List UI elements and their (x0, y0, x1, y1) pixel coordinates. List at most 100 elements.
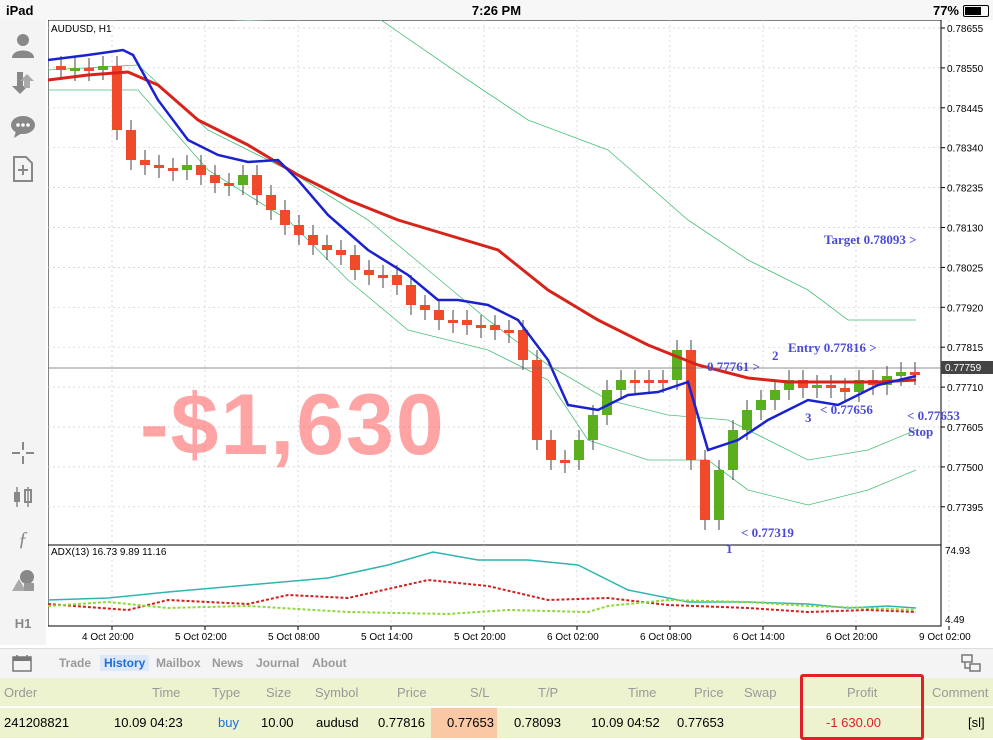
time-tick-label: 6 Oct 02:00 (547, 632, 599, 643)
candle-body (210, 175, 220, 183)
price-tick-label: 0.78235 (947, 184, 984, 195)
candle-body (756, 400, 766, 410)
layout-toggle-icon[interactable] (961, 654, 981, 677)
candle-body (322, 245, 332, 250)
candle-body (812, 385, 822, 388)
candlestick-icon[interactable] (8, 482, 38, 512)
time-tick-label: 6 Oct 14:00 (733, 632, 785, 643)
calendar-icon[interactable] (12, 654, 32, 677)
header-size[interactable]: Size (266, 685, 292, 700)
stop-annotation: Stop (908, 424, 934, 439)
price-chart[interactable]: 0.78655 0.78550 0.78445 0.78340 0.78235 0.781… (47, 14, 993, 648)
candle-body (490, 325, 500, 330)
header-close-time[interactable]: Time (628, 685, 657, 700)
table-row[interactable]: 241208821 10.09 04:23 buy 10.00 audusd 0… (0, 707, 993, 738)
candle-body (280, 210, 290, 225)
time-tick-label: 6 Oct 08:00 (640, 632, 692, 643)
candle-body (854, 380, 864, 392)
row-order: 241208821 (4, 715, 70, 730)
candle-body (154, 165, 164, 168)
price-axis: 0.78655 0.78550 0.78445 0.78340 0.78235 0.781… (941, 24, 984, 514)
candle-body (448, 320, 458, 323)
middle-band (47, 64, 917, 461)
price-tick-label: 0.78550 (947, 64, 984, 75)
price-tick-label: 0.77710 (947, 383, 984, 394)
tab-journal[interactable]: Journal (256, 656, 300, 670)
level-3-annotation: < 0.77656 (820, 402, 873, 417)
new-document-icon[interactable] (8, 154, 38, 184)
candle-body (294, 225, 304, 235)
candle-body (112, 66, 122, 130)
header-time[interactable]: Time (152, 685, 181, 700)
function-icon[interactable]: ƒ (18, 527, 28, 550)
header-order[interactable]: Order (4, 685, 38, 700)
candle-body (84, 68, 94, 71)
price-tick-label: 0.77815 (947, 343, 984, 354)
candle-body (406, 285, 416, 305)
chart-area[interactable]: 0.78655 0.78550 0.78445 0.78340 0.78235 0.781… (47, 14, 993, 648)
account-icon[interactable] (8, 30, 38, 60)
current-price-tag (941, 361, 993, 374)
row-open-time: 10.09 04:23 (114, 715, 183, 730)
time-tick-label: 5 Oct 02:00 (175, 632, 227, 643)
candle-body (546, 440, 556, 460)
candle-body (476, 325, 486, 328)
row-close-price: 0.77653 (677, 715, 724, 730)
price-tick-label: 0.77605 (947, 423, 984, 434)
trade-arrows-icon[interactable] (8, 68, 38, 98)
candle-body (518, 330, 528, 360)
candle-body (686, 350, 696, 460)
time-tick-label: 9 Oct 02:00 (919, 632, 971, 643)
timeframe-button[interactable]: H1 (14, 615, 32, 631)
current-price-label: 0.77759 (945, 363, 982, 374)
header-swap[interactable]: Swap (744, 685, 777, 700)
fast-ma-line (47, 48, 917, 452)
candle-body (840, 388, 850, 392)
chat-icon[interactable] (8, 112, 38, 142)
candle-body (252, 175, 262, 195)
price-tick-label: 0.78130 (947, 224, 984, 235)
tab-trade[interactable]: Trade (59, 656, 92, 670)
price-tick-label: 0.78445 (947, 104, 984, 115)
tab-history[interactable]: History (100, 655, 150, 671)
header-sl[interactable]: S/L (470, 685, 490, 700)
moving-averages (47, 48, 917, 452)
header-price[interactable]: Price (397, 685, 427, 700)
history-header: Order Time Type Size Symbol Price S/L T/… (0, 678, 993, 706)
crosshair-icon[interactable] (8, 438, 38, 468)
candle-body (364, 270, 374, 275)
header-close-price[interactable]: Price (694, 685, 724, 700)
tab-about[interactable]: About (312, 656, 347, 670)
time-tick-label: 6 Oct 20:00 (826, 632, 878, 643)
ios-status-bar: iPad 7:26 PM 77% (0, 0, 993, 20)
stop-level-annotation: < 0.77653 (907, 408, 960, 423)
di-minus-line (47, 578, 917, 614)
candle-body (700, 460, 710, 520)
candle-body (266, 195, 276, 210)
header-type[interactable]: Type (212, 685, 241, 700)
clock: 7:26 PM (471, 3, 522, 18)
terminal-tabs: Trade History Mailbox News Journal About (0, 648, 993, 678)
candle-body (770, 390, 780, 400)
lower-band (48, 89, 917, 506)
label-1: 1 (726, 541, 733, 556)
price-tick-label: 0.77500 (947, 463, 984, 474)
header-comment[interactable]: Comment (932, 685, 989, 700)
header-profit[interactable]: Profit (847, 685, 878, 700)
header-symbol[interactable]: Symbol (315, 685, 359, 700)
objects-icon[interactable] (8, 566, 38, 596)
tab-news[interactable]: News (212, 656, 244, 670)
candle-body (630, 380, 640, 383)
row-close-time: 10.09 04:52 (591, 715, 660, 730)
header-tp[interactable]: T/P (538, 685, 559, 700)
candles (56, 56, 920, 530)
row-tp: 0.78093 (514, 715, 561, 730)
candle-body (434, 310, 444, 320)
entry-annotation: Entry 0.77816 > (788, 340, 877, 355)
candle-body (420, 305, 430, 310)
tab-mailbox[interactable]: Mailbox (156, 656, 201, 670)
row-size: 10.00 (261, 715, 294, 730)
candle-body (826, 385, 836, 388)
candle-body (392, 275, 402, 285)
symbol-label: AUDUSD, H1 (51, 24, 112, 35)
